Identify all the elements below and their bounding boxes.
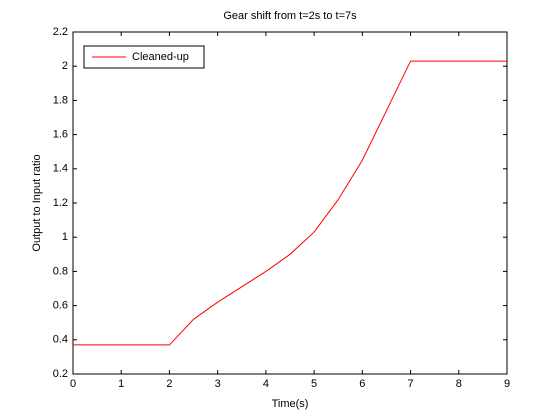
x-tick-label: 4 [263,378,269,390]
x-axis-label: Time(s) [272,398,309,410]
y-tick-label: 0.8 [53,265,68,277]
y-tick-label: 1 [62,231,68,243]
y-tick-label: 1.8 [53,94,68,106]
y-tick-label: 1.4 [53,163,68,175]
y-tick-label: 2 [62,60,68,72]
legend-label: Cleaned-up [132,51,189,63]
y-tick-label: 1.6 [53,129,68,141]
x-tick-label: 2 [166,378,172,390]
chart-title: Gear shift from t=2s to t=7s [223,10,357,22]
x-tick-label: 1 [118,378,124,390]
y-tick-label: 1.2 [53,197,68,209]
y-tick-label: 0.6 [53,300,68,312]
line [73,60,507,346]
y-tick-label: 0.4 [53,334,68,346]
y-tick-label: 2.2 [53,26,68,38]
y-axis-label: Output to Input ratio [31,154,43,251]
x-tick-label: 8 [456,378,462,390]
legend-box [83,45,205,69]
x-tick-label: 9 [504,378,510,390]
x-tick-label: 5 [311,378,317,390]
x-tick-label: 3 [215,378,221,390]
y-tick-label: 0.2 [53,368,68,380]
x-tick-label: 0 [70,378,76,390]
x-tick-label: 6 [359,378,365,390]
plot-area [72,31,508,375]
x-tick-label: 7 [407,378,413,390]
